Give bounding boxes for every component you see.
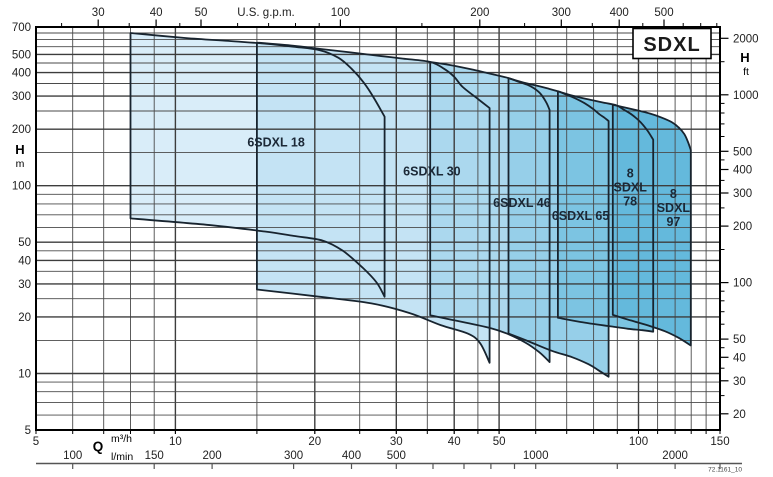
axis-bottom-lmin: 100 150 200 300 400 500 1000 2000 l/min xyxy=(36,450,742,469)
tick-label-ft: 200 xyxy=(733,221,752,233)
tick-label-lmin: 500 xyxy=(387,450,406,462)
axis-top-usgpm: 30 40 50 100 200 300 400 500 U.S. g.p.m. xyxy=(61,7,718,27)
plot-border xyxy=(35,26,721,431)
pump-label-6sdxl-46: 6SDXL 46 xyxy=(493,196,550,210)
axis-unit-m: m xyxy=(16,158,25,170)
tick-label-m: 400 xyxy=(12,68,31,80)
pump-curve-6sdxl-30 xyxy=(255,41,491,364)
pump-curve-6sdxl-65 xyxy=(507,77,610,378)
chart-title-box: SDXL xyxy=(632,27,712,60)
tick-label-m3h: 5 xyxy=(33,436,39,448)
tick-label-usgpm: 400 xyxy=(610,7,629,19)
tick-label-m3h: 50 xyxy=(493,436,506,448)
pump-label-8-sdxl-97: 8 SDXL 97 xyxy=(657,187,691,229)
tick-label-lmin: 150 xyxy=(145,450,164,462)
tick-label-lmin: 100 xyxy=(63,450,82,462)
tick-label-usgpm: 50 xyxy=(195,7,208,19)
pump-region-8-sdxl-97 xyxy=(612,104,691,346)
tick-label-m: 200 xyxy=(12,124,31,136)
tick-label-m: 5 xyxy=(25,425,31,437)
pump-curve-8-sdxl-97 xyxy=(611,103,692,347)
title-box-frame xyxy=(632,27,712,60)
tick-label-ft: 500 xyxy=(733,146,752,158)
tick-label-lmin: 1000 xyxy=(523,450,549,462)
tick-label-m3h: 30 xyxy=(390,436,403,448)
axis-left-meters: 700 500 400 300 200 100 50 40 30 20 10 5 Hm xyxy=(12,22,31,437)
axis-unit-ft: ft xyxy=(743,66,749,78)
tick-label-usgpm: 40 xyxy=(150,7,163,19)
tick-label-m3h: 10 xyxy=(169,436,182,448)
pump-label-8-sdxl-78: 8 SDXL 78 xyxy=(614,166,648,208)
gridlines xyxy=(36,27,720,430)
tick-label-ft: 50 xyxy=(733,334,746,346)
tick-label-lmin: 2000 xyxy=(662,450,688,462)
axis-unit-lmin: l/min xyxy=(111,451,133,463)
tick-label-lmin: 200 xyxy=(203,450,222,462)
tick-label-m: 700 xyxy=(12,22,31,34)
tick-label-m: 100 xyxy=(12,181,31,193)
tick-label-usgpm: 200 xyxy=(470,7,489,19)
tick-label-m: 500 xyxy=(12,49,31,61)
pump-curves xyxy=(129,32,692,378)
tick-label-m: 10 xyxy=(18,369,31,381)
tick-label-lmin: 300 xyxy=(284,450,303,462)
tick-label-lmin: 400 xyxy=(342,450,361,462)
tick-label-ft: 30 xyxy=(733,376,746,388)
tick-label-m: 40 xyxy=(18,255,31,267)
tick-label-m3h: 100 xyxy=(629,436,648,448)
axis-unit-h-right: H xyxy=(740,50,749,65)
pump-label-6sdxl-18: 6SDXL 18 xyxy=(247,135,304,149)
tick-label-ft: 1000 xyxy=(733,90,759,102)
pump-label-6sdxl-65: 6SDXL 65 xyxy=(552,209,609,223)
tick-label-m3h: 20 xyxy=(308,436,321,448)
axis-unit-h-left: H xyxy=(15,142,24,157)
tick-label-m3h: 150 xyxy=(710,436,729,448)
tick-label-m: 50 xyxy=(18,237,31,249)
tick-label-ft: 2000 xyxy=(733,33,759,45)
axis-right-feet: 2000 1000 500 400 300 200 100 50 40 30 20 Hft xyxy=(720,33,759,421)
pump-curve-8-sdxl-78 xyxy=(557,90,655,333)
tick-label-usgpm: 300 xyxy=(552,7,571,19)
tick-label-m3h: 40 xyxy=(448,436,461,448)
axis-letter-q: Q xyxy=(93,439,104,454)
axis-unit-m3h: m³/h xyxy=(111,433,132,445)
pump-curve-6sdxl-46 xyxy=(429,61,551,363)
tick-label-ft: 100 xyxy=(733,278,752,290)
tick-label-ft: 20 xyxy=(733,409,746,421)
tick-label-ft: 40 xyxy=(733,352,746,364)
tick-label-usgpm: 500 xyxy=(654,7,673,19)
pump-label-6sdxl-30: 6SDXL 30 xyxy=(403,165,460,179)
figure-code: 72.1161_10 xyxy=(708,467,742,474)
tick-label-m: 300 xyxy=(12,91,31,103)
axis-bottom-m3h: 5 10 20 30 40 50 100 150 Q m³/h xyxy=(33,430,730,454)
tick-label-ft: 400 xyxy=(733,165,752,177)
chart-title: SDXL xyxy=(643,34,700,56)
tick-label-m: 20 xyxy=(18,312,31,324)
axis-unit-usgpm: U.S. g.p.m. xyxy=(237,7,295,19)
tick-label-usgpm: 100 xyxy=(331,7,350,19)
tick-label-m: 30 xyxy=(18,279,31,291)
tick-label-usgpm: 30 xyxy=(92,7,105,19)
tick-label-ft: 300 xyxy=(733,188,752,200)
